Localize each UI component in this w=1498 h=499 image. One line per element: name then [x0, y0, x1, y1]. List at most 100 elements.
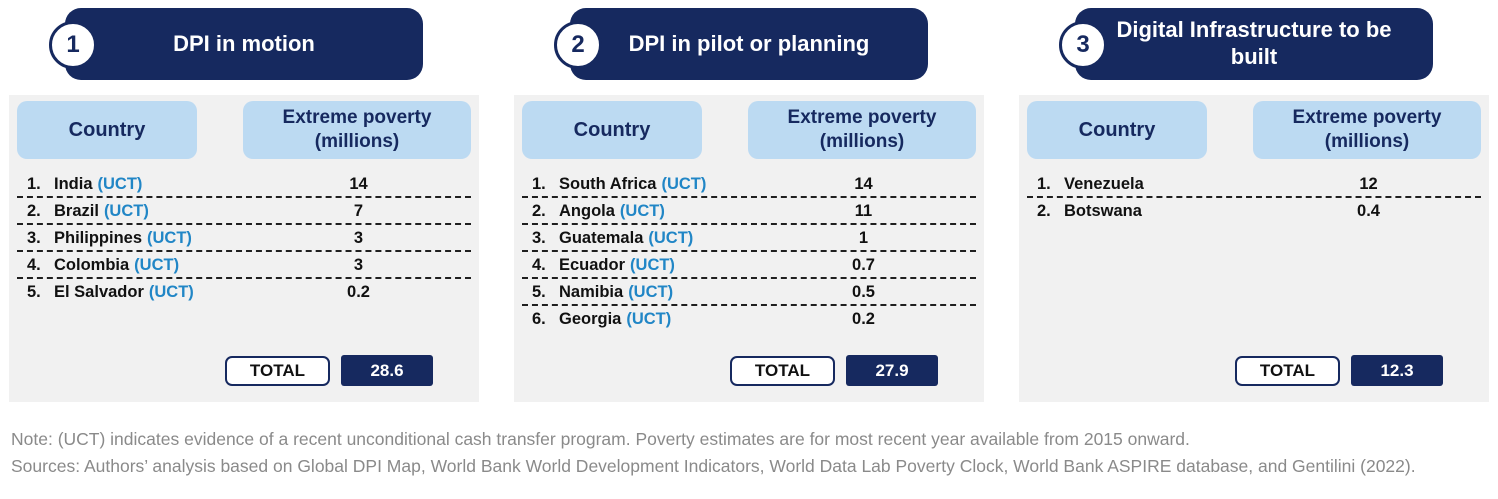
- panel-dpi-in-motion: 1 DPI in motion Country Extreme poverty …: [9, 8, 479, 402]
- panel-number: 2: [571, 31, 585, 58]
- uct-tag: (UCT): [661, 175, 707, 193]
- country-column-header: Country: [1027, 101, 1207, 159]
- row-rank: 1.: [27, 175, 41, 193]
- row-rank: 3.: [532, 229, 546, 247]
- table-row: 5. Namibia (UCT) 0.5: [522, 279, 976, 306]
- country-name: South Africa: [559, 175, 657, 193]
- poverty-value: 0.2: [852, 310, 875, 328]
- total-row: TOTAL 27.9: [522, 355, 976, 386]
- country-cell: 2. Angola (UCT): [522, 202, 751, 221]
- row-rank: 4.: [27, 256, 41, 274]
- uct-tag: (UCT): [148, 283, 194, 301]
- poverty-header-line2: (millions): [819, 131, 905, 152]
- panel-title: Digital Infrastructure to be built: [1116, 17, 1392, 69]
- uct-tag: (UCT): [97, 175, 143, 193]
- table-row: 2. Brazil (UCT) 7: [17, 198, 471, 225]
- country-cell: 3. Guatemala (UCT): [522, 229, 751, 248]
- country-name: Botswana: [1064, 202, 1142, 220]
- poverty-value: 3: [353, 256, 364, 274]
- panel-number: 3: [1076, 31, 1090, 58]
- panel-3-header: 3 Digital Infrastructure to be built: [1019, 8, 1489, 82]
- country-cell: 4. Colombia (UCT): [17, 256, 246, 275]
- panel-title-banner: DPI in pilot or planning: [570, 8, 928, 80]
- table-rows: 1. Venezuela 12 2. Botswana 0.4: [1027, 169, 1481, 339]
- table-rows: 1. India (UCT) 14 2. Brazil (UCT) 7: [17, 169, 471, 339]
- country-header-label: Country: [68, 118, 146, 141]
- country-name: Colombia: [54, 256, 130, 274]
- panel-number-badge: 1: [49, 21, 97, 69]
- total-value: 27.9: [846, 355, 938, 386]
- country-name: Venezuela: [1064, 175, 1144, 193]
- uct-tag: (UCT): [630, 256, 675, 274]
- poverty-header-line2: (millions): [314, 131, 400, 152]
- poverty-column-header: Extreme poverty (millions): [1253, 101, 1481, 159]
- note-text: Note: (UCT) indicates evidence of a rece…: [11, 429, 1190, 449]
- country-cell: 2. Brazil (UCT): [17, 202, 246, 221]
- poverty-value: 3: [353, 229, 364, 247]
- table-row: 1. India (UCT) 14: [17, 171, 471, 198]
- row-rank: 1.: [532, 175, 546, 193]
- poverty-column-header: Extreme poverty (millions): [748, 101, 976, 159]
- country-cell: 1. South Africa (UCT): [522, 175, 751, 194]
- country-name: Georgia: [559, 310, 622, 328]
- country-cell: 2. Botswana: [1027, 202, 1256, 221]
- table-row: 4. Colombia (UCT) 3: [17, 252, 471, 279]
- panel-title-banner: DPI in motion: [65, 8, 423, 80]
- total-row: TOTAL 12.3: [1027, 355, 1481, 386]
- poverty-header-line1: Extreme poverty: [282, 107, 432, 129]
- panel-number-badge: 3: [1059, 21, 1107, 69]
- table-row: 3. Guatemala (UCT) 1: [522, 225, 976, 252]
- table-row: 4. Ecuador (UCT) 0.7: [522, 252, 976, 279]
- country-column-header: Country: [17, 101, 197, 159]
- poverty-value: 14: [854, 175, 873, 193]
- country-name: Ecuador: [559, 256, 626, 274]
- panel-3-table: Country Extreme poverty (millions) 1. Ve…: [1019, 95, 1489, 402]
- row-rank: 6.: [532, 310, 546, 328]
- row-rank: 2.: [1037, 202, 1051, 220]
- total-row: TOTAL 28.6: [17, 355, 471, 386]
- column-headers: Country Extreme poverty (millions): [1027, 101, 1481, 159]
- poverty-value: 12: [1359, 175, 1378, 193]
- table-rows: 1. South Africa (UCT) 14 2. Angola (UCT)…: [522, 169, 976, 339]
- row-rank: 5.: [27, 283, 41, 301]
- panel-number: 1: [66, 31, 80, 58]
- row-rank: 1.: [1037, 175, 1051, 193]
- total-label: TOTAL: [729, 355, 835, 386]
- table-row: 6. Georgia (UCT) 0.2: [522, 306, 976, 331]
- total-value: 28.6: [341, 355, 433, 386]
- column-headers: Country Extreme poverty (millions): [17, 101, 471, 159]
- table-row: 1. Venezuela 12: [1027, 171, 1481, 198]
- panels-container: 1 DPI in motion Country Extreme poverty …: [9, 8, 1489, 402]
- table-row: 2. Angola (UCT) 11: [522, 198, 976, 225]
- country-cell: 4. Ecuador (UCT): [522, 256, 751, 275]
- total-label: TOTAL: [224, 355, 330, 386]
- poverty-value: 0.5: [852, 283, 875, 301]
- country-cell: 1. India (UCT): [17, 175, 246, 194]
- table-row: 2. Botswana 0.4: [1027, 198, 1481, 223]
- country-name: El Salvador: [54, 283, 144, 301]
- country-name: Guatemala: [559, 229, 644, 247]
- uct-tag: (UCT): [134, 256, 180, 274]
- country-cell: 6. Georgia (UCT): [522, 310, 751, 329]
- total-label: TOTAL: [1234, 355, 1340, 386]
- panel-2-table: Country Extreme poverty (millions) 1. So…: [514, 95, 984, 402]
- figure-notes: Note: (UCT) indicates evidence of a rece…: [11, 426, 1487, 480]
- row-rank: 4.: [532, 256, 546, 274]
- panel-title-banner: Digital Infrastructure to be built: [1075, 8, 1433, 80]
- country-header-label: Country: [573, 118, 651, 141]
- row-rank: 2.: [532, 202, 546, 220]
- total-value: 12.3: [1351, 355, 1443, 386]
- country-cell: 5. Namibia (UCT): [522, 283, 751, 302]
- dpi-poverty-figure: 1 DPI in motion Country Extreme poverty …: [9, 8, 1489, 480]
- poverty-header-line1: Extreme poverty: [1292, 107, 1442, 129]
- poverty-value: 14: [349, 175, 368, 193]
- panel-title: DPI in motion: [173, 30, 315, 56]
- country-cell: 3. Philippines (UCT): [17, 229, 246, 248]
- poverty-value: 7: [353, 202, 364, 220]
- poverty-value: 0.2: [347, 283, 370, 301]
- column-headers: Country Extreme poverty (millions): [522, 101, 976, 159]
- table-row: 3. Philippines (UCT) 3: [17, 225, 471, 252]
- sources-text: Sources: Authors’ analysis based on Glob…: [11, 456, 1416, 477]
- poverty-value: 0.7: [852, 256, 875, 274]
- panel-2-header: 2 DPI in pilot or planning: [514, 8, 984, 82]
